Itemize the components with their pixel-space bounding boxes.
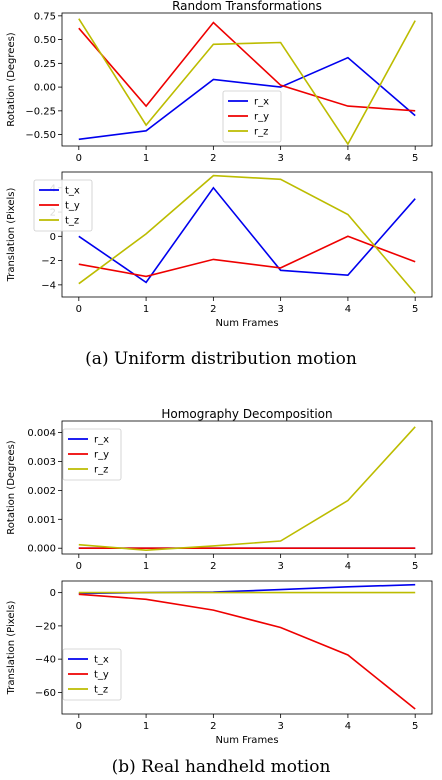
plot-frame [61,12,433,147]
x-tick-label: 3 [277,304,283,315]
chart-3: Homography Decomposition 0.000 0.001 0.002 0… [6,407,433,572]
x-tick-label: 4 [345,304,351,315]
x-tick-label: 3 [277,721,283,732]
x-tick-label: 0 [76,561,82,572]
legend-label: t_y [94,670,109,681]
x-tick-label: 0 [76,304,82,315]
legend-box [62,648,122,701]
legend-label: t_x [65,186,80,197]
x-tick-label: 0 [76,721,82,732]
x-tick-label: 3 [277,561,283,572]
chart-1: Random Transformations −0.50 −0.25 0.00 0.25… [6,0,433,164]
series-line-t-y [78,593,416,710]
y-tick-label: −40 [35,655,56,666]
y-tick-label: 0.25 [34,59,56,70]
x-tick-label: 2 [210,304,216,315]
y-axis-label: Rotation (Degrees) [6,440,17,535]
chart-4: 0 −20 −40 −60 0 1 2 3 4 5 Translation (Pixels) Num … [6,580,433,746]
y-axis-label: Translation (Pixels) [6,600,17,695]
series-line-r-z [78,426,416,552]
plot-frame [61,171,433,298]
y-tick-label: −4 [41,280,56,291]
caption-a: (a) Uniform distribution motion [85,349,357,369]
chart-title: Homography Decomposition [161,407,332,421]
legend-label: r_x [94,435,109,446]
x-tick-label: 4 [345,561,351,572]
y-tick-label: 0 [50,232,56,243]
series-line-r-x [78,56,416,141]
y-tick-label: 0.001 [27,515,56,526]
plot-frame [61,420,433,555]
legend-box [62,428,122,481]
y-tick-label: −20 [35,621,56,632]
legend-label: t_z [94,685,108,696]
y-tick-label: 0.004 [27,428,56,439]
series-line-r-z [78,18,416,146]
y-axis-label: Translation (Pixels) [6,187,17,282]
caption-b: (b) Real handheld motion [111,757,331,777]
y-axis-label: Rotation (Degrees) [6,32,17,127]
legend: r_x r_y r_z [62,428,122,481]
legend-label: t_x [94,655,109,666]
x-tick-label: 4 [345,153,351,164]
series-line-r-y [78,21,416,112]
x-tick-label: 5 [412,721,418,732]
chart-title: Random Transformations [172,0,322,13]
x-axis-label: Num Frames [215,318,278,329]
y-tick-label: 0.002 [27,486,56,497]
series-line-t-z [78,174,416,294]
y-tick-label: 0.50 [34,35,56,46]
legend: r_x r_y r_z [222,90,282,143]
legend-label: r_y [254,112,269,123]
y-tick-label: 0.75 [34,11,56,22]
x-tick-label: 1 [143,153,149,164]
x-tick-label: 2 [210,153,216,164]
legend-label: r_x [254,97,269,108]
y-tick-label: 0 [50,588,56,599]
y-tick-label: −0.50 [25,130,56,141]
x-tick-label: 2 [210,721,216,732]
y-tick-label: 0.000 [27,544,56,555]
x-tick-label: 5 [412,304,418,315]
x-tick-label: 1 [143,304,149,315]
legend-box [33,179,93,232]
y-tick-label: −60 [35,688,56,699]
legend: t_x t_y t_z [33,179,93,232]
y-tick-label: −2 [41,256,56,267]
legend-label: t_z [65,216,79,227]
x-tick-label: 1 [143,561,149,572]
x-tick-label: 4 [345,721,351,732]
x-tick-label: 1 [143,721,149,732]
series-line-t-y [78,235,416,278]
legend-label: r_z [94,465,108,476]
plot-frame [61,580,433,715]
legend-label: r_y [94,450,109,461]
legend-label: r_z [254,127,268,138]
x-tick-label: 5 [412,561,418,572]
x-tick-label: 2 [210,561,216,572]
legend: t_x t_y t_z [62,648,122,701]
x-tick-label: 0 [76,153,82,164]
y-tick-label: −0.25 [25,106,56,117]
legend-box [222,90,282,143]
x-tick-label: 3 [277,153,283,164]
x-axis-label: Num Frames [215,735,278,746]
chart-2: −4−2024012345Translation (Pixels)Num Fra… [6,171,433,329]
y-tick-label: 0.00 [34,83,56,94]
y-tick-label: 0.003 [27,457,56,468]
legend-label: t_y [65,201,80,212]
x-tick-label: 5 [412,153,418,164]
